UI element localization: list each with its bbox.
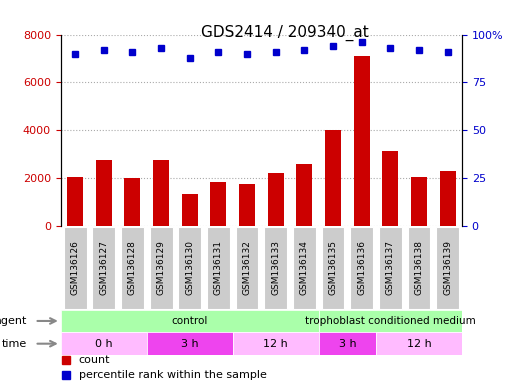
- Text: 12 h: 12 h: [407, 339, 431, 349]
- Bar: [96, 160, 111, 226]
- Text: percentile rank within the sample: percentile rank within the sample: [79, 370, 267, 380]
- Bar: [382, 151, 398, 226]
- Text: GSM136138: GSM136138: [414, 240, 423, 295]
- Bar: [233, 332, 319, 355]
- Text: GSM136131: GSM136131: [214, 240, 223, 295]
- FancyBboxPatch shape: [63, 227, 87, 309]
- Text: 0 h: 0 h: [95, 339, 112, 349]
- Text: GSM136132: GSM136132: [242, 240, 251, 295]
- Text: GDS2414 / 209340_at: GDS2414 / 209340_at: [201, 25, 369, 41]
- Bar: [211, 182, 226, 226]
- Text: GSM136127: GSM136127: [99, 240, 108, 295]
- FancyBboxPatch shape: [92, 227, 115, 309]
- Bar: [411, 177, 427, 226]
- FancyBboxPatch shape: [121, 227, 144, 309]
- FancyBboxPatch shape: [322, 227, 344, 309]
- Text: 3 h: 3 h: [181, 339, 199, 349]
- Bar: [61, 310, 319, 332]
- Text: control: control: [172, 316, 208, 326]
- Text: GSM136134: GSM136134: [300, 240, 309, 295]
- FancyBboxPatch shape: [207, 227, 230, 309]
- FancyBboxPatch shape: [350, 227, 373, 309]
- FancyBboxPatch shape: [235, 227, 259, 309]
- Bar: [354, 56, 370, 226]
- Text: GSM136129: GSM136129: [156, 240, 166, 295]
- Text: count: count: [79, 355, 110, 365]
- Bar: [67, 177, 83, 226]
- Text: 12 h: 12 h: [263, 339, 288, 349]
- Bar: [268, 173, 284, 226]
- Text: time: time: [2, 339, 26, 349]
- Bar: [61, 332, 147, 355]
- Text: GSM136130: GSM136130: [185, 240, 194, 295]
- FancyBboxPatch shape: [149, 227, 173, 309]
- Bar: [325, 130, 341, 226]
- Text: GSM136137: GSM136137: [386, 240, 395, 295]
- Bar: [239, 184, 255, 226]
- Text: GSM136136: GSM136136: [357, 240, 366, 295]
- FancyBboxPatch shape: [178, 227, 201, 309]
- Text: GSM136128: GSM136128: [128, 240, 137, 295]
- Text: GSM136126: GSM136126: [71, 240, 80, 295]
- FancyBboxPatch shape: [293, 227, 316, 309]
- Bar: [125, 178, 140, 226]
- Bar: [147, 332, 233, 355]
- Text: trophoblast conditioned medium: trophoblast conditioned medium: [305, 316, 476, 326]
- FancyBboxPatch shape: [408, 227, 430, 309]
- Bar: [153, 160, 169, 226]
- FancyBboxPatch shape: [436, 227, 459, 309]
- Text: GSM136135: GSM136135: [328, 240, 337, 295]
- Bar: [297, 164, 312, 226]
- Text: GSM136133: GSM136133: [271, 240, 280, 295]
- Text: agent: agent: [0, 316, 26, 326]
- FancyBboxPatch shape: [379, 227, 402, 309]
- Bar: [319, 310, 462, 332]
- Bar: [182, 194, 197, 226]
- Bar: [440, 171, 456, 226]
- Bar: [376, 332, 462, 355]
- FancyBboxPatch shape: [264, 227, 287, 309]
- Text: GSM136139: GSM136139: [443, 240, 452, 295]
- Bar: [319, 332, 376, 355]
- Text: 3 h: 3 h: [338, 339, 356, 349]
